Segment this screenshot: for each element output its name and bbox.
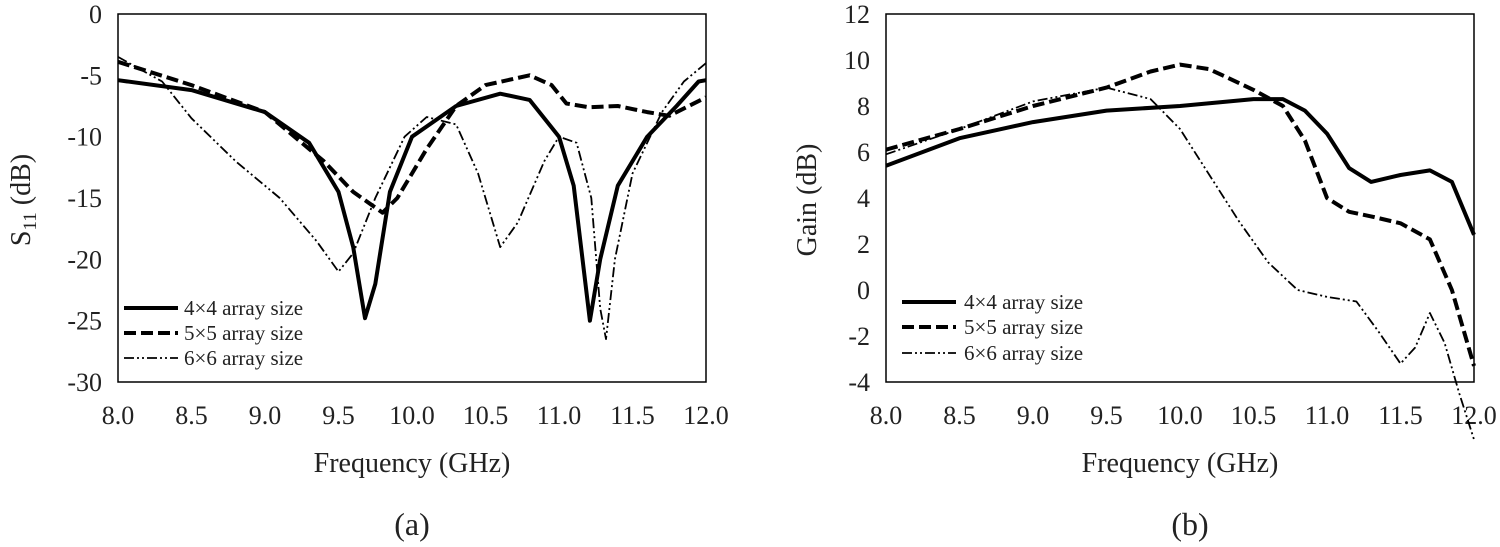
y-axis-label: Gain (dB) (792, 144, 823, 257)
x-axis-label: Frequency (GHz) (314, 448, 511, 479)
x-tick-label: 11.5 (1378, 401, 1423, 430)
y-tick-label: -15 (67, 184, 102, 213)
legend-label-4x4: 4×4 array size (964, 290, 1083, 314)
y-tick-label: -10 (67, 123, 102, 152)
chart-panel-a: 0 -5 -10 -15 -20 -25 -30 8.0 8.5 9.0 9.5 10.0 10.5 1… (6, 0, 729, 542)
x-tick-label: 12.0 (1451, 401, 1497, 430)
y-tick-label: -2 (848, 322, 870, 351)
legend-label-5x5: 5×5 array size (184, 321, 303, 345)
x-tick-label: 8.5 (175, 401, 208, 430)
series-line-4x4 (885, 97, 1476, 236)
y-tick-label: 6 (857, 138, 870, 167)
chart-panel-b: 12 10 8 6 4 2 0 -2 -4 8.0 8.5 9.0 9.5 10.0 10.5 11.0 11… (792, 0, 1497, 542)
x-tick-label: 9.0 (1017, 401, 1050, 430)
x-tick-label: 12.0 (683, 401, 729, 430)
x-tick-label: 10.5 (1231, 401, 1277, 430)
legend: 4×4 array size 5×5 array size 6×6 array … (124, 296, 303, 370)
x-tick-label: 11.0 (537, 401, 582, 430)
y-tick-label: 0 (89, 0, 102, 29)
x-tick-label: 9.5 (322, 401, 355, 430)
x-axis-label: Frequency (GHz) (1082, 448, 1279, 479)
plot-frame (885, 13, 1475, 383)
series-line-6x6 (885, 86, 1475, 440)
panel-label: (a) (394, 506, 430, 542)
x-tick-label: 9.0 (249, 401, 282, 430)
x-tick-label: 9.5 (1090, 401, 1123, 430)
y-tick-label: -5 (80, 61, 102, 90)
x-tick-label: 10.0 (389, 401, 435, 430)
x-tick-label: 10.0 (1157, 401, 1203, 430)
x-tick-label: 8.0 (870, 401, 903, 430)
y-tick-label: -20 (67, 245, 102, 274)
legend: 4×4 array size 5×5 array size 6×6 array … (902, 290, 1083, 365)
series-line-4x4 (117, 78, 707, 323)
y-tick-label: 4 (857, 184, 870, 213)
y-tick-label: 10 (844, 46, 870, 75)
x-tick-label: 10.5 (463, 401, 509, 430)
y-tick-label: -25 (67, 307, 102, 336)
panel-label: (b) (1171, 506, 1208, 542)
x-tick-label: 8.5 (943, 401, 976, 430)
legend-label-6x6: 6×6 array size (964, 341, 1083, 365)
y-tick-label: 12 (844, 0, 870, 29)
series-line-5x5 (885, 62, 1476, 367)
y-tick-label: -30 (67, 368, 102, 397)
x-tick-label: 11.0 (1305, 401, 1350, 430)
y-tick-label: 0 (857, 276, 870, 305)
y-tick-label: 2 (857, 230, 870, 259)
series-line-6x6 (117, 56, 707, 340)
y-tick-label: -4 (848, 368, 870, 397)
legend-label-5x5: 5×5 array size (964, 315, 1083, 339)
legend-label-6x6: 6×6 array size (184, 346, 303, 370)
y-tick-label: 8 (857, 92, 870, 121)
x-tick-label: 11.5 (610, 401, 655, 430)
legend-label-4x4: 4×4 array size (184, 296, 303, 320)
y-axis-label: S11 (dB) (6, 154, 41, 246)
x-tick-label: 8.0 (102, 401, 135, 430)
plot-frame (117, 13, 707, 383)
